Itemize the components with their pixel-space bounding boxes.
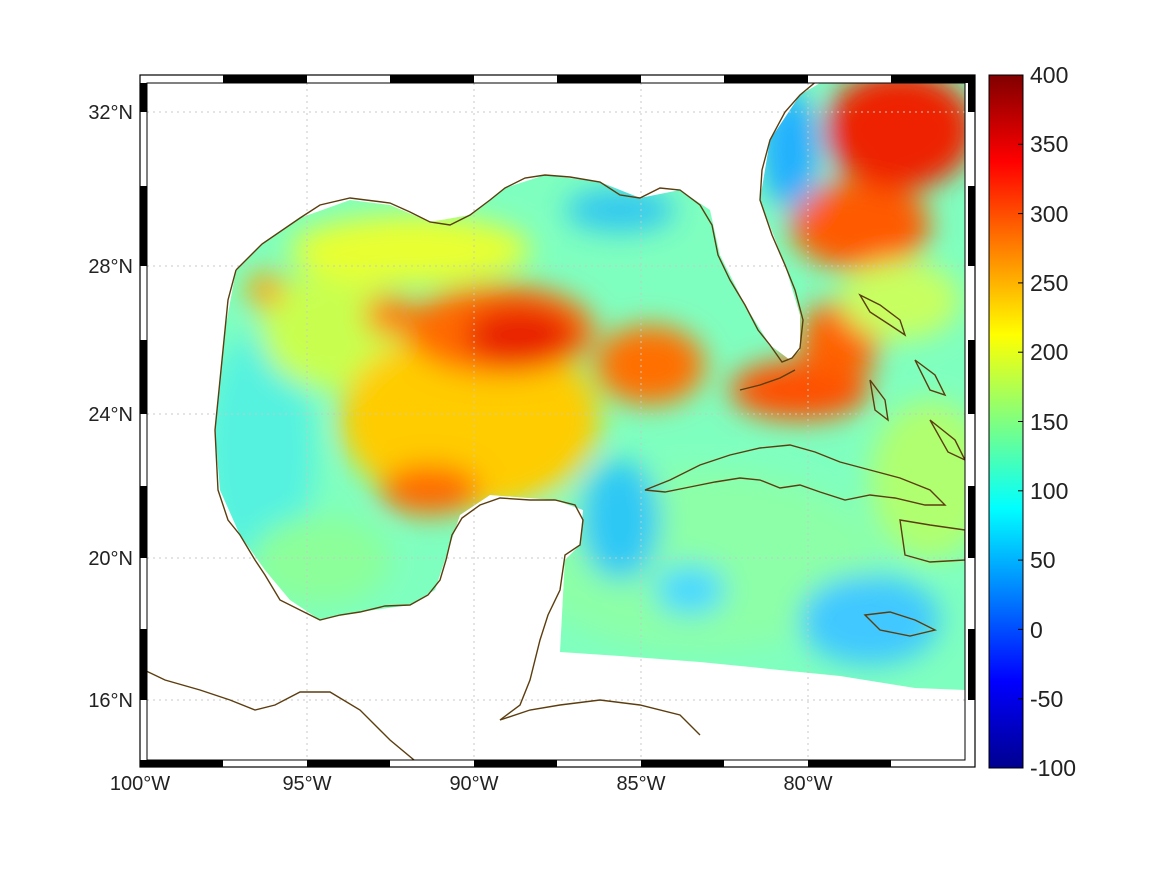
lon-tick-label: 95°W <box>282 773 331 795</box>
lon-tick-label: 80°W <box>783 773 832 795</box>
lon-tick-label: 85°W <box>616 773 665 795</box>
colorbar-tick-label: 350 <box>1030 131 1068 157</box>
lat-tick-label: 24°N <box>88 404 133 426</box>
lat-axis: 32°N 28°N 24°N 20°N 16°N <box>88 102 133 712</box>
colorbar-tick-label: 400 <box>1030 62 1068 88</box>
colorbar-tick-label: 250 <box>1030 270 1068 296</box>
lon-axis: 100°W 95°W 90°W 85°W 80°W <box>110 773 833 795</box>
colorbar-tick-label: 150 <box>1030 409 1068 435</box>
coastlines <box>147 83 965 760</box>
lon-tick-label: 90°W <box>449 773 498 795</box>
lat-tick-label: 32°N <box>88 102 133 124</box>
map-area <box>139 74 976 768</box>
colorbar-tick-label: 300 <box>1030 201 1068 227</box>
colorbar-tick-label: 100 <box>1030 478 1068 504</box>
colorbar-tick-label: 0 <box>1030 617 1043 643</box>
map-frame <box>139 74 976 768</box>
lat-tick-label: 16°N <box>88 690 133 712</box>
grid-lines <box>147 83 965 760</box>
colorbar-tick-label: 200 <box>1030 339 1068 365</box>
colorbar-gradient <box>988 74 1024 769</box>
lat-tick-label: 28°N <box>88 256 133 278</box>
colorbar: 400 350 300 250 200 150 100 50 0 -50 -10… <box>988 62 1076 781</box>
lat-tick-label: 20°N <box>88 548 133 570</box>
lon-tick-label: 100°W <box>110 773 170 795</box>
colorbar-tick-label: 50 <box>1030 547 1056 573</box>
colorbar-tick-label: -50 <box>1030 686 1063 712</box>
colorbar-tick-label: -100 <box>1030 755 1076 781</box>
